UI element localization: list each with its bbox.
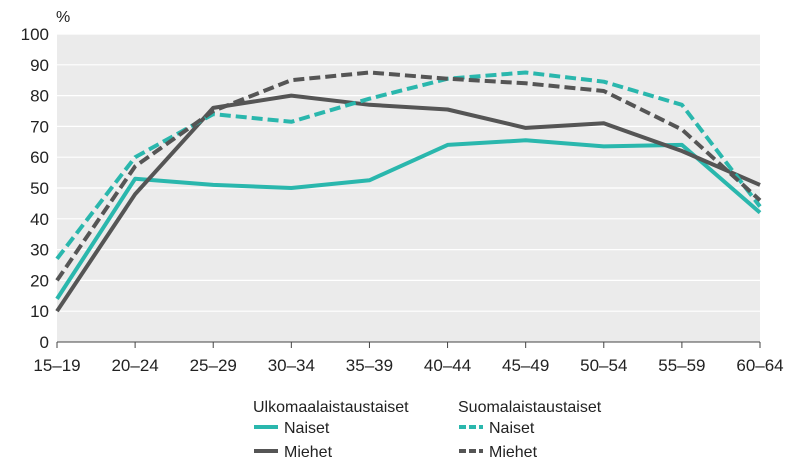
- legend-label: Naiset: [489, 420, 535, 437]
- gridlines: [57, 33, 760, 343]
- legend-label: Miehet: [284, 444, 333, 461]
- x-tick-label: 25–29: [190, 356, 237, 375]
- legend: Ulkomaalaistaustaiset Naiset Miehet Suomala…: [253, 399, 602, 461]
- y-tick-label: 100: [21, 25, 49, 44]
- x-tick-label: 35–39: [346, 356, 393, 375]
- x-tick-label: 50–54: [580, 356, 627, 375]
- x-tick-label: 60–64: [736, 356, 783, 375]
- y-tick-label: 40: [30, 210, 49, 229]
- legend-group-title: Suomalaistaustaiset: [458, 399, 602, 416]
- y-axis-ticks: 0 10 20 30 40 50 60 70 80 90 100: [21, 25, 49, 352]
- series-line: [55, 70, 762, 261]
- legend-group-title: Ulkomaalaistaustaiset: [253, 399, 409, 416]
- x-tick-label: 15–19: [33, 356, 80, 375]
- series-lines: [55, 70, 762, 313]
- x-tick-label: 30–34: [268, 356, 315, 375]
- x-axis-ticks: 15–19 20–24 25–29 30–34 35–39 40–44 45–49 50–54…: [33, 342, 784, 375]
- y-axis-unit: %: [56, 9, 70, 26]
- y-tick-label: 10: [30, 302, 49, 321]
- y-tick-label: 70: [30, 117, 49, 136]
- legend-label: Naiset: [284, 420, 330, 437]
- y-tick-label: 50: [30, 179, 49, 198]
- y-tick-label: 80: [30, 87, 49, 106]
- series-line: [55, 70, 762, 282]
- x-tick-label: 40–44: [424, 356, 471, 375]
- series-line: [55, 93, 761, 313]
- y-tick-label: 90: [30, 56, 49, 75]
- y-tick-label: 30: [30, 241, 49, 260]
- x-tick-label: 55–59: [658, 356, 705, 375]
- legend-label: Miehet: [489, 444, 538, 461]
- series-line: [55, 138, 762, 300]
- y-tick-label: 20: [30, 271, 49, 290]
- y-tick-label: 60: [30, 148, 49, 167]
- x-tick-label: 20–24: [111, 356, 158, 375]
- x-tick-label: 45–49: [502, 356, 549, 375]
- y-tick-label: 0: [40, 333, 49, 352]
